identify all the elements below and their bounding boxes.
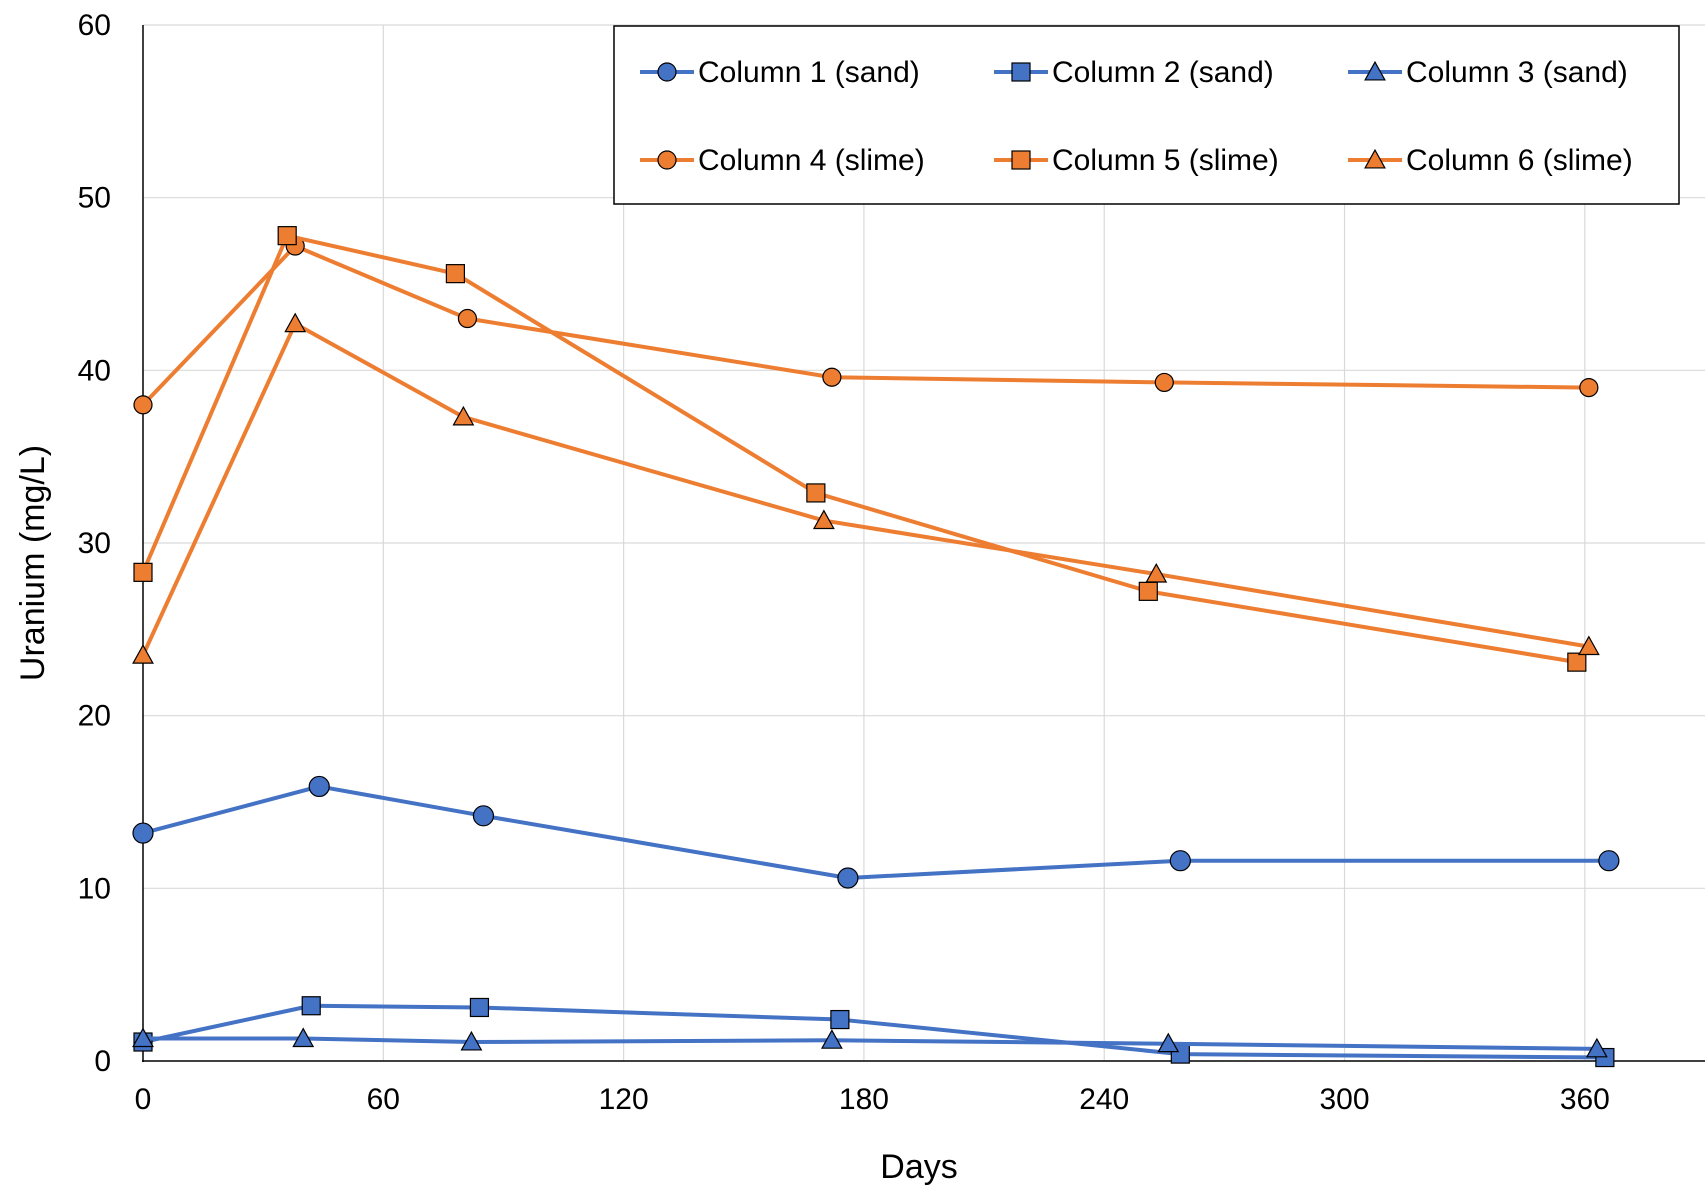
- y-tick-label: 20: [78, 700, 111, 733]
- data-point: [133, 395, 153, 415]
- legend-item: Column 5 (slime): [994, 144, 1279, 177]
- x-tick-labels: 0 60 120 180 240 300 360: [135, 1083, 1610, 1116]
- data-point: [830, 1009, 850, 1030]
- data-point: [1138, 581, 1158, 601]
- legend-item: Column 4 (slime): [640, 144, 925, 177]
- data-point: [1145, 562, 1168, 583]
- data-point: [1577, 635, 1600, 656]
- x-tick-label: 0: [135, 1083, 152, 1116]
- data-point: [308, 775, 330, 798]
- series-group: [132, 226, 1620, 1068]
- y-tick-label: 50: [78, 182, 111, 215]
- legend-marker: [1364, 148, 1386, 169]
- legend-label: Column 6 (slime): [1406, 144, 1633, 177]
- y-tick-label: 10: [78, 872, 111, 905]
- y-tick-label: 40: [78, 354, 111, 387]
- data-point: [284, 312, 307, 333]
- legend-box: [613, 25, 1680, 205]
- data-point: [1567, 652, 1587, 672]
- data-point: [301, 996, 321, 1016]
- data-point: [132, 644, 154, 664]
- data-point: [133, 562, 153, 582]
- x-axis-title: Days: [880, 1148, 957, 1186]
- legend: Column 1 (sand) Column 2 (sand) Column 3 (…: [613, 25, 1680, 205]
- x-tick-label: 240: [1079, 1083, 1129, 1116]
- x-tick-label: 360: [1560, 1083, 1610, 1116]
- x-tick-label: 180: [839, 1083, 889, 1116]
- legend-item: Column 2 (sand): [994, 56, 1274, 89]
- legend-label: Column 1 (sand): [698, 56, 920, 89]
- data-point: [132, 822, 154, 844]
- series-1: [132, 775, 1620, 889]
- data-point: [1585, 1037, 1608, 1058]
- data-point: [460, 1030, 483, 1051]
- series-line: [141, 233, 1578, 665]
- series-line: [143, 1036, 1597, 1051]
- legend-label: Column 4 (slime): [698, 144, 925, 177]
- y-tick-label: 0: [94, 1045, 111, 1078]
- data-point: [445, 264, 465, 284]
- series-5: [133, 226, 1587, 672]
- legend-marker: [657, 62, 677, 82]
- data-point: [822, 367, 842, 387]
- y-axis-title: Uranium (mg/L): [14, 445, 52, 681]
- legend-item: Column 1 (sand): [640, 56, 920, 89]
- series-3: [132, 1027, 1608, 1058]
- data-point: [277, 226, 297, 246]
- data-point: [1579, 378, 1599, 398]
- legend-marker: [657, 150, 677, 170]
- legend-marker: [1364, 60, 1386, 81]
- data-point: [452, 405, 475, 426]
- data-point: [1154, 372, 1174, 393]
- data-point: [1157, 1032, 1180, 1053]
- x-tick-label: 300: [1320, 1083, 1370, 1116]
- data-point: [457, 308, 478, 329]
- x-tick-label: 120: [599, 1083, 649, 1116]
- axes: [142, 25, 1705, 1062]
- legend-marker: [1011, 62, 1031, 82]
- data-point: [820, 1029, 843, 1049]
- legend-item: Column 3 (sand): [1348, 56, 1628, 89]
- legend-item: Column 6 (slime): [1348, 144, 1633, 177]
- data-point: [812, 509, 835, 530]
- legend-marker: [1011, 150, 1031, 170]
- series-6: [132, 312, 1600, 664]
- y-tick-label: 60: [78, 9, 111, 42]
- data-point: [1169, 850, 1191, 872]
- legend-label: Column 2 (sand): [1052, 56, 1274, 89]
- data-point: [292, 1027, 315, 1048]
- legend-label: Column 3 (sand): [1406, 56, 1628, 89]
- x-tick-label: 60: [367, 1083, 400, 1116]
- data-point: [472, 805, 495, 827]
- data-point: [132, 1027, 154, 1048]
- data-point: [1598, 850, 1620, 872]
- data-point: [806, 483, 826, 503]
- series-line: [142, 1003, 1605, 1060]
- data-point: [837, 867, 859, 889]
- y-tick-labels: 0 10 20 30 40 50 60: [78, 9, 111, 1078]
- series-line: [141, 321, 1590, 657]
- data-point: [469, 997, 490, 1018]
- series-line: [142, 784, 1609, 880]
- y-tick-label: 30: [78, 527, 111, 560]
- legend-label: Column 5 (slime): [1052, 144, 1279, 177]
